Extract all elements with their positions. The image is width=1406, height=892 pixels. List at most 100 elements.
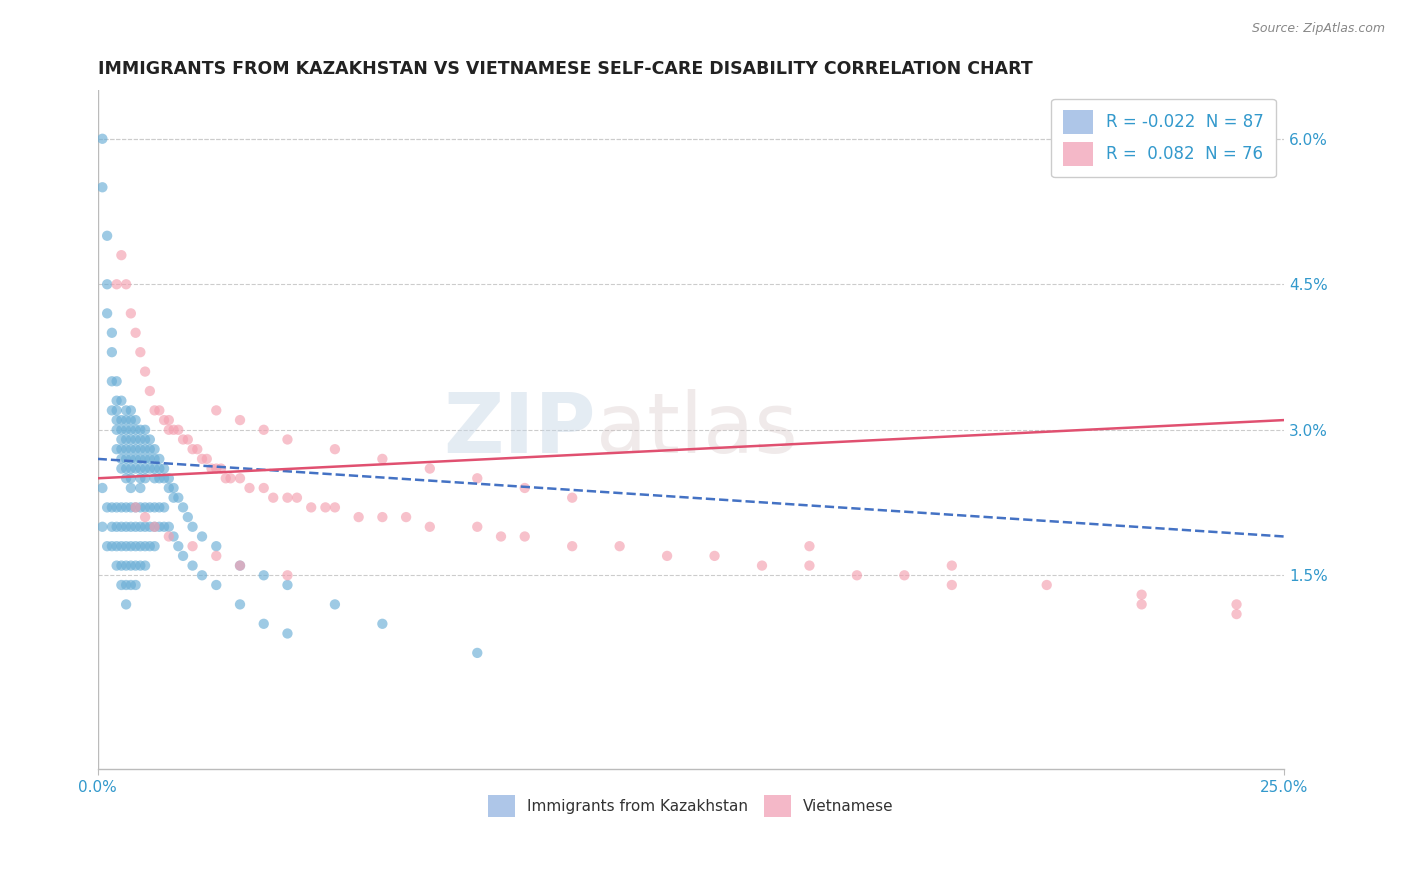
Point bbox=[799, 558, 821, 573]
Text: atlas: atlas bbox=[596, 389, 797, 470]
Point bbox=[162, 491, 184, 505]
Point bbox=[229, 471, 252, 485]
Point bbox=[110, 433, 132, 447]
Point bbox=[120, 500, 142, 515]
Point bbox=[314, 500, 336, 515]
Point bbox=[134, 423, 156, 437]
Point bbox=[91, 481, 114, 495]
Point bbox=[371, 616, 394, 631]
Point bbox=[323, 500, 346, 515]
Point bbox=[191, 451, 214, 466]
Point bbox=[124, 520, 146, 534]
Point bbox=[276, 433, 298, 447]
Point bbox=[96, 306, 118, 320]
Point bbox=[120, 306, 142, 320]
Point bbox=[105, 520, 128, 534]
Point bbox=[893, 568, 915, 582]
Point bbox=[195, 451, 218, 466]
Point bbox=[465, 646, 488, 660]
Point bbox=[148, 461, 170, 475]
Point bbox=[115, 442, 138, 457]
Point bbox=[465, 471, 488, 485]
Point bbox=[120, 539, 142, 553]
Point bbox=[105, 539, 128, 553]
Point bbox=[134, 520, 156, 534]
Point bbox=[143, 500, 166, 515]
Point bbox=[219, 471, 242, 485]
Point bbox=[115, 500, 138, 515]
Point bbox=[276, 578, 298, 592]
Point bbox=[148, 500, 170, 515]
Point bbox=[115, 277, 138, 292]
Point bbox=[143, 403, 166, 417]
Point bbox=[115, 413, 138, 427]
Point bbox=[96, 539, 118, 553]
Point bbox=[262, 491, 284, 505]
Point bbox=[134, 365, 156, 379]
Point bbox=[129, 500, 152, 515]
Point bbox=[143, 461, 166, 475]
Point bbox=[110, 578, 132, 592]
Point bbox=[134, 500, 156, 515]
Point bbox=[134, 471, 156, 485]
Point bbox=[513, 481, 536, 495]
Point bbox=[153, 520, 176, 534]
Point bbox=[120, 471, 142, 485]
Point bbox=[561, 491, 583, 505]
Point bbox=[120, 558, 142, 573]
Point bbox=[253, 481, 276, 495]
Point bbox=[1130, 598, 1153, 612]
Point bbox=[105, 403, 128, 417]
Point bbox=[205, 549, 228, 563]
Point bbox=[153, 500, 176, 515]
Point bbox=[285, 491, 308, 505]
Point bbox=[205, 403, 228, 417]
Point bbox=[751, 558, 773, 573]
Point bbox=[371, 510, 394, 524]
Point bbox=[101, 520, 124, 534]
Point bbox=[124, 558, 146, 573]
Point bbox=[1225, 598, 1247, 612]
Point bbox=[157, 413, 180, 427]
Point bbox=[419, 461, 441, 475]
Point bbox=[347, 510, 370, 524]
Point bbox=[96, 228, 118, 243]
Point bbox=[205, 539, 228, 553]
Point bbox=[105, 558, 128, 573]
Point bbox=[143, 451, 166, 466]
Point bbox=[153, 471, 176, 485]
Point bbox=[253, 423, 276, 437]
Point bbox=[177, 510, 200, 524]
Point bbox=[143, 520, 166, 534]
Point bbox=[143, 520, 166, 534]
Point bbox=[181, 520, 204, 534]
Point bbox=[129, 461, 152, 475]
Point bbox=[139, 384, 162, 398]
Point bbox=[139, 520, 162, 534]
Point bbox=[148, 471, 170, 485]
Point bbox=[162, 529, 184, 543]
Point bbox=[134, 451, 156, 466]
Point bbox=[167, 539, 190, 553]
Point bbox=[229, 413, 252, 427]
Point bbox=[120, 520, 142, 534]
Point bbox=[110, 558, 132, 573]
Point bbox=[124, 578, 146, 592]
Point bbox=[323, 442, 346, 457]
Point bbox=[139, 461, 162, 475]
Point bbox=[162, 481, 184, 495]
Point bbox=[157, 520, 180, 534]
Point bbox=[110, 248, 132, 262]
Point bbox=[105, 500, 128, 515]
Point bbox=[167, 491, 190, 505]
Legend: Immigrants from Kazakhstan, Vietnamese: Immigrants from Kazakhstan, Vietnamese bbox=[481, 789, 900, 822]
Point bbox=[395, 510, 418, 524]
Point bbox=[148, 451, 170, 466]
Point bbox=[129, 433, 152, 447]
Point bbox=[124, 326, 146, 340]
Point bbox=[105, 277, 128, 292]
Point bbox=[124, 461, 146, 475]
Point bbox=[655, 549, 678, 563]
Point bbox=[115, 558, 138, 573]
Point bbox=[110, 442, 132, 457]
